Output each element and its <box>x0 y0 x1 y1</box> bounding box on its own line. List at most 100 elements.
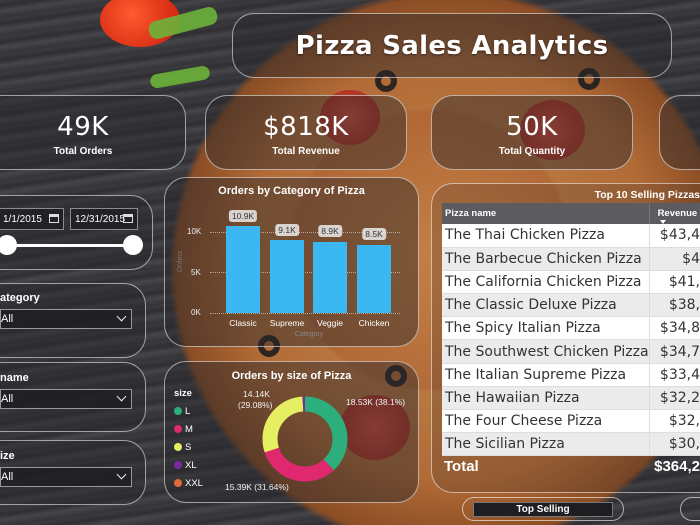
kpi-value: 50K <box>506 112 558 142</box>
chevron-down-icon <box>116 391 127 402</box>
legend-item-xl[interactable]: XL <box>174 456 203 474</box>
date-end-value: 12/31/2015 <box>75 213 126 225</box>
cell-pizza-name: The California Chicken Pizza <box>442 270 650 295</box>
cell-pizza-name: The Spicy Italian Pizza <box>442 316 650 341</box>
category-dropdown[interactable]: All <box>0 309 132 329</box>
column-header-pizza-name[interactable]: Pizza name <box>442 203 650 224</box>
cell-pizza-name: The Sicilian Pizza <box>442 432 650 457</box>
kpi-label: Total Orders <box>53 146 113 157</box>
table-row[interactable]: The Hawaiian Pizza $32,2 <box>442 386 700 411</box>
legend-item-m[interactable]: M <box>174 420 203 438</box>
cell-revenue: $32, <box>648 409 700 434</box>
size-dropdown-value: All <box>1 471 14 483</box>
size-donut[interactable] <box>262 396 348 482</box>
cell-revenue: $41, <box>648 270 700 295</box>
cell-revenue: $30, <box>648 432 700 457</box>
bar-value-label: 10.9K <box>228 210 258 222</box>
size-dropdown[interactable]: All <box>0 467 132 487</box>
top-selling-table: Pizza name Revenue The Thai Chicken Pizz… <box>442 203 700 457</box>
date-start-value: 1/1/2015 <box>3 213 42 225</box>
donut-slice-s[interactable] <box>262 396 348 482</box>
table-row[interactable]: The Spicy Italian Pizza $34,8 <box>442 316 700 341</box>
x-tick: Veggie <box>317 318 343 328</box>
legend-label: M <box>185 423 193 435</box>
cell-pizza-name: The Italian Supreme Pizza <box>442 363 650 387</box>
pizza-name-slicer-label: name <box>0 372 29 384</box>
salami-decoration <box>320 90 380 145</box>
table-row[interactable]: The Italian Supreme Pizza $33,4 <box>442 363 700 387</box>
x-tick: Supreme <box>269 318 305 328</box>
top-selling-button[interactable]: Top Selling <box>462 497 624 521</box>
cell-revenue: $38, <box>648 293 700 318</box>
legend-label: L <box>185 405 191 417</box>
cell-pizza-name: The Hawaiian Pizza <box>442 386 650 411</box>
pepper-decoration <box>149 64 211 90</box>
calendar-icon[interactable] <box>123 214 133 223</box>
category-dropdown-value: All <box>1 313 14 325</box>
legend-dot <box>174 425 182 433</box>
date-range-track[interactable] <box>0 244 135 247</box>
x-tick: Classic <box>229 318 257 328</box>
size-slicer-label: ize <box>0 450 15 462</box>
bar-classic[interactable] <box>226 226 260 313</box>
legend-dot <box>174 461 182 469</box>
table-total-row: Total $364,2 <box>444 458 700 475</box>
date-slicer-panel <box>0 195 153 270</box>
size-legend: size L M S XL XXL <box>174 388 203 492</box>
chevron-down-icon <box>116 469 127 480</box>
kpi-value: $818K <box>263 112 349 142</box>
donut-slice-xl[interactable] <box>262 396 348 482</box>
bar-veggie[interactable] <box>313 242 347 313</box>
category-slicer-label: ategory <box>0 292 40 304</box>
bar-chicken[interactable] <box>357 245 391 313</box>
kpi-value: 49K <box>57 112 109 142</box>
legend-title: size <box>174 388 192 399</box>
table-row[interactable]: The Classic Deluxe Pizza $38, <box>442 293 700 318</box>
y-tick: 5K <box>191 268 201 277</box>
table-row[interactable]: The California Chicken Pizza $41, <box>442 270 700 295</box>
cell-revenue: $34,8 <box>648 316 700 341</box>
legend-dot <box>174 407 182 415</box>
date-range-start-handle[interactable] <box>0 235 17 255</box>
table-row[interactable]: The Barbecue Chicken Pizza $4 <box>442 247 700 271</box>
legend-dot <box>174 443 182 451</box>
bar-value-label: 8.9K <box>318 225 342 237</box>
chart-title: Orders by Category of Pizza <box>218 185 365 197</box>
bar-value-label: 8.5K <box>362 228 386 240</box>
cell-revenue: $33,4 <box>648 363 700 387</box>
donut-slice-m[interactable] <box>262 396 348 482</box>
column-header-label: Revenue <box>657 208 698 219</box>
donut-label-s-value: 14.14K <box>243 389 270 399</box>
table-row[interactable]: The Thai Chicken Pizza $43,4 <box>442 224 700 248</box>
date-start-input[interactable]: 1/1/2015 <box>0 208 64 230</box>
x-tick: Chicken <box>358 318 390 328</box>
x-axis-label: Category <box>294 331 324 338</box>
kpi-label: Total Quantity <box>498 146 566 157</box>
partial-nav-button[interactable] <box>680 497 700 521</box>
column-header-revenue[interactable]: Revenue <box>648 203 700 224</box>
date-end-input[interactable]: 12/31/2015 <box>70 208 138 230</box>
cell-pizza-name: The Classic Deluxe Pizza <box>442 293 650 318</box>
calendar-icon[interactable] <box>49 214 59 223</box>
y-tick: 10K <box>187 227 202 236</box>
date-range-end-handle[interactable] <box>123 235 143 255</box>
gridline <box>210 313 400 314</box>
bar-value-label: 9.1K <box>275 224 299 236</box>
legend-dot <box>174 479 182 487</box>
chevron-down-icon <box>116 311 127 322</box>
legend-item-s[interactable]: S <box>174 438 203 456</box>
salami-decoration <box>340 395 410 460</box>
pizza-name-dropdown[interactable]: All <box>0 389 132 409</box>
bar-supreme[interactable] <box>270 240 304 313</box>
legend-item-xxl[interactable]: XXL <box>174 474 203 492</box>
cell-revenue: $32,2 <box>648 386 700 411</box>
cell-pizza-name: The Four Cheese Pizza <box>442 409 650 434</box>
gridline <box>210 232 400 233</box>
salami-decoration <box>520 100 585 160</box>
table-row[interactable]: The Southwest Chicken Pizza $34,7 <box>442 339 700 364</box>
table-row[interactable]: The Four Cheese Pizza $32, <box>442 409 700 434</box>
legend-item-l[interactable]: L <box>174 402 203 420</box>
kpi-label: Total Revenue <box>272 146 340 157</box>
table-row[interactable]: The Sicilian Pizza $30, <box>442 432 700 457</box>
kpi-card-partial <box>659 95 700 170</box>
